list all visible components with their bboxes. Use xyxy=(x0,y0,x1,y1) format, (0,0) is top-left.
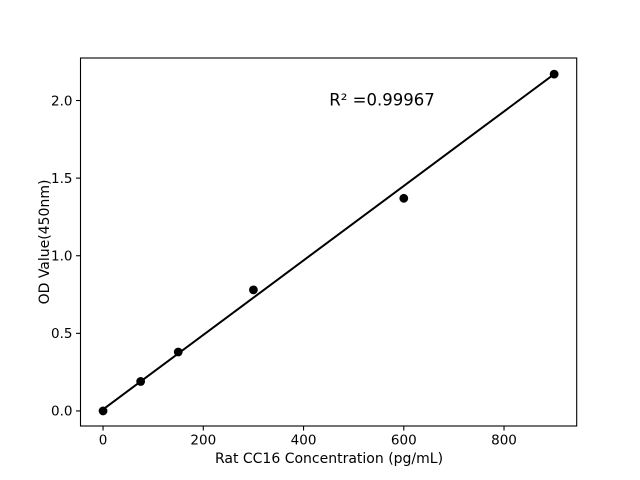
r-squared-annotation: R² =0.99967 xyxy=(329,90,435,110)
y-tick-label: 2.0 xyxy=(51,93,72,109)
x-tick-label: 200 xyxy=(190,433,216,449)
y-tick-label: 0.0 xyxy=(51,404,72,420)
x-tick-label: 600 xyxy=(391,433,417,449)
plot-border xyxy=(79,57,578,427)
data-point xyxy=(98,406,108,416)
y-axis-label: OD Value(450nm) xyxy=(37,179,53,305)
x-tick-label: 400 xyxy=(291,433,317,449)
data-point xyxy=(173,347,183,357)
x-axis-label: Rat CC16 Concentration (pg/mL) xyxy=(214,451,444,467)
x-tick-label: 800 xyxy=(491,433,517,449)
data-point xyxy=(549,69,559,79)
data-point xyxy=(399,193,409,203)
data-point xyxy=(136,377,146,386)
trend-line xyxy=(102,73,556,411)
y-tick-label: 1.0 xyxy=(51,249,72,265)
y-tick-label: 0.5 xyxy=(51,326,72,342)
x-tick-label: 0 xyxy=(99,433,108,449)
data-point xyxy=(249,285,258,295)
y-tick-label: 1.5 xyxy=(51,171,72,187)
